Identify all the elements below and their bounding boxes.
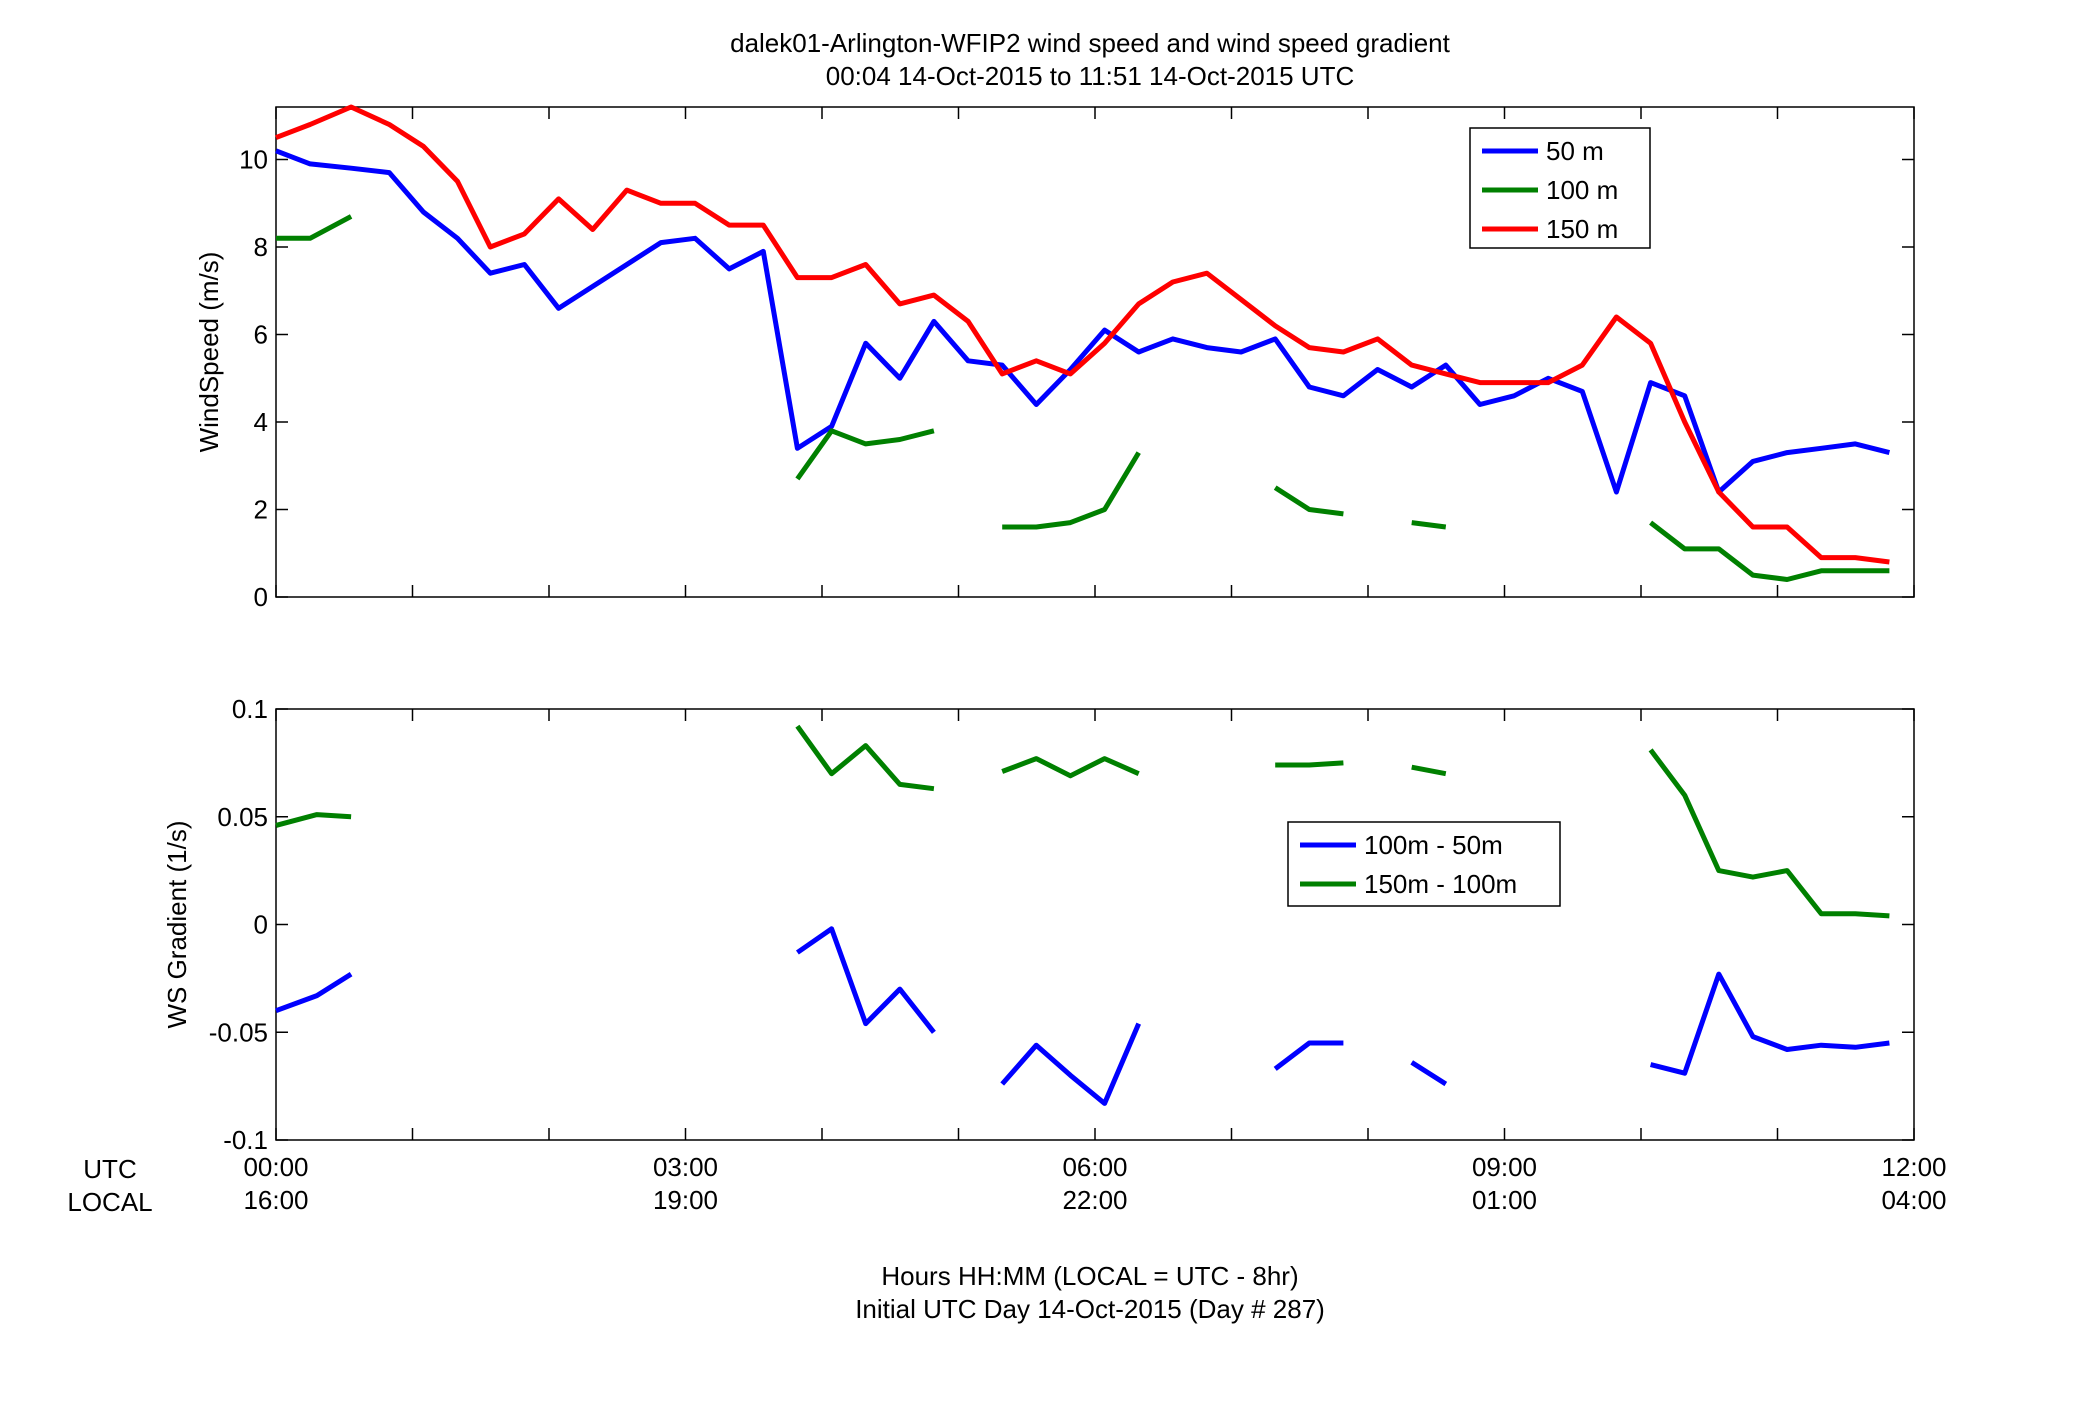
y-axis-label-bottom: WS Gradient (1/s) xyxy=(162,820,192,1028)
y-axis-label-top: WindSpeed (m/s) xyxy=(194,252,224,453)
x-tick-label-local: 22:00 xyxy=(1062,1185,1127,1215)
series-line-100m-50m xyxy=(275,926,1890,1106)
y-tick-label-top: 10 xyxy=(239,145,268,175)
y-tick-label-top: 0 xyxy=(254,582,268,612)
y-tick-label-bottom: -0.1 xyxy=(223,1125,268,1155)
y-tick-label-top: 8 xyxy=(254,232,268,262)
x-tick-label-local: 01:00 xyxy=(1472,1185,1537,1215)
x-tick-label-utc: 03:00 xyxy=(653,1152,718,1182)
x-tick-label-local: 04:00 xyxy=(1881,1185,1946,1215)
series-line-50-m xyxy=(275,148,1891,495)
x-tick-label-local: 19:00 xyxy=(653,1185,718,1215)
legend-label-50-m: 50 m xyxy=(1546,136,1604,166)
series-line-150m-100m xyxy=(275,724,1890,919)
utc-row-label: UTC xyxy=(83,1154,136,1184)
y-tick-label-bottom: 0 xyxy=(254,910,268,940)
y-tick-label-bottom: -0.05 xyxy=(209,1017,268,1047)
legend-bottom: 100m - 50m 150m - 100m xyxy=(1287,821,1561,907)
y-tick-label-bottom: 0.1 xyxy=(232,694,268,724)
wind-gradient-panel: -0.1 -0.05 0 0.05 0.1 WS Gradient (1/s) 100m -… xyxy=(162,694,1915,1155)
y-tick-label-top: 6 xyxy=(254,320,268,350)
chart-title-line2: 00:04 14-Oct-2015 to 11:51 14-Oct-2015 U… xyxy=(826,61,1354,91)
x-axis-footer-line1: Hours HH:MM (LOCAL = UTC - 8hr) xyxy=(881,1261,1298,1291)
series-line-150-m xyxy=(275,104,1890,565)
y-tick-label-top: 4 xyxy=(254,407,268,437)
legend-label-150-m: 150 m xyxy=(1546,214,1618,244)
legend-label-150m-100m: 150m - 100m xyxy=(1364,869,1517,899)
x-tick-label-utc: 00:00 xyxy=(243,1152,308,1182)
chart-title-line1: dalek01-Arlington-WFIP2 wind speed and w… xyxy=(730,28,1451,58)
legend-box-bottom xyxy=(1287,821,1561,907)
legend-label-100m-50m: 100m - 50m xyxy=(1364,830,1503,860)
x-tick-label-utc: 09:00 xyxy=(1472,1152,1537,1182)
wind-speed-panel: 0 2 4 6 8 10 WindSpeed (m/s) 50 m 100 m 150 m xyxy=(194,104,1915,612)
series-line-100-m xyxy=(276,214,1890,582)
y-tick-label-top: 2 xyxy=(254,495,268,525)
legend-top: 50 m 100 m 150 m xyxy=(1469,127,1651,249)
x-tick-label-local: 16:00 xyxy=(243,1185,308,1215)
x-axis-footer-line2: Initial UTC Day 14-Oct-2015 (Day # 287) xyxy=(855,1294,1325,1324)
legend-label-100-m: 100 m xyxy=(1546,175,1618,205)
y-tick-label-bottom: 0.05 xyxy=(217,802,268,832)
x-tick-label-utc: 12:00 xyxy=(1881,1152,1946,1182)
x-tick-label-utc: 06:00 xyxy=(1062,1152,1127,1182)
local-row-label: LOCAL xyxy=(67,1187,152,1217)
